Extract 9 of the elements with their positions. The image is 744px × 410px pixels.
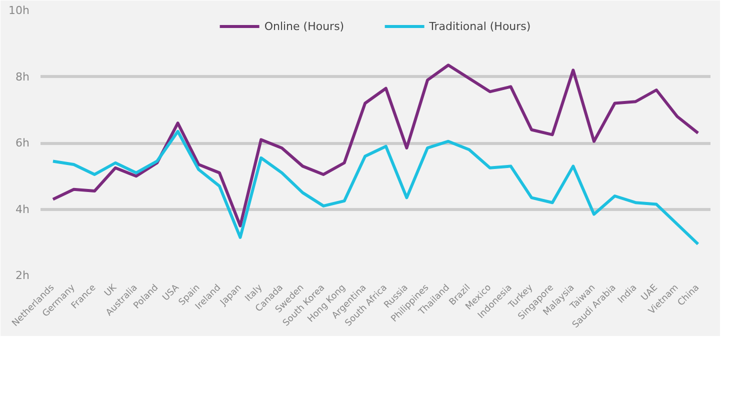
y-tick-label: 2h [16, 269, 30, 282]
y-tick-label: 10h [8, 4, 30, 17]
line-series [51, 64, 700, 228]
line-series [51, 130, 700, 246]
legend-label: Online (Hours) [264, 20, 344, 32]
y-tick-label: 8h [16, 70, 30, 84]
y-tick-label: 4h [16, 202, 30, 216]
y-tick-label: 6h [16, 136, 30, 150]
legend-label: Traditional (Hours) [429, 20, 531, 32]
